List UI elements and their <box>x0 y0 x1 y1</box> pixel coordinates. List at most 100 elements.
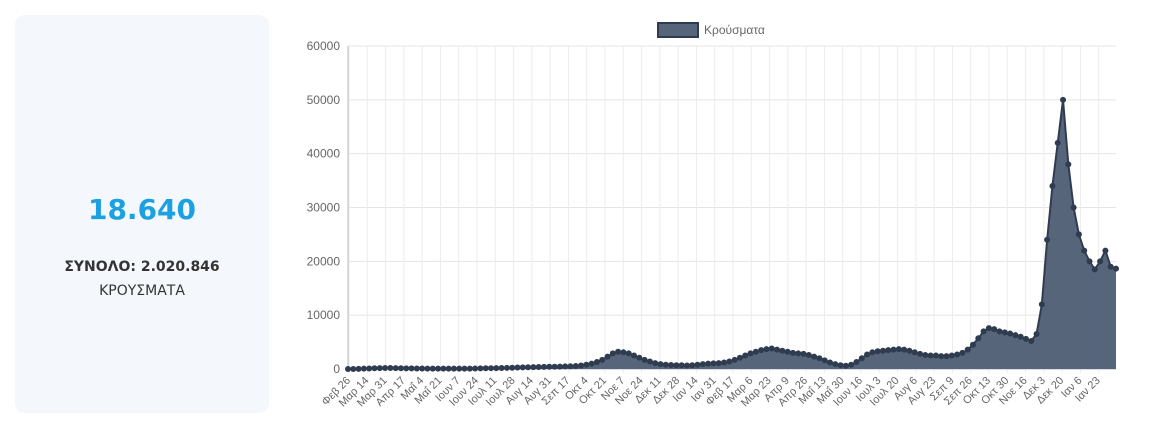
data-point[interactable] <box>975 335 982 342</box>
data-point[interactable] <box>540 363 547 370</box>
data-point[interactable] <box>917 350 924 357</box>
data-point[interactable] <box>689 362 696 369</box>
data-point[interactable] <box>1086 258 1093 265</box>
data-point[interactable] <box>985 325 992 332</box>
data-point[interactable] <box>721 359 728 366</box>
data-point[interactable] <box>991 326 998 333</box>
data-point[interactable] <box>493 365 500 372</box>
data-point[interactable] <box>556 363 563 370</box>
data-point[interactable] <box>646 358 653 365</box>
data-point[interactable] <box>429 365 436 372</box>
data-point[interactable] <box>1075 231 1082 238</box>
data-point[interactable] <box>546 363 553 370</box>
data-point[interactable] <box>498 364 505 371</box>
data-point[interactable] <box>450 365 457 372</box>
data-point[interactable] <box>583 361 590 368</box>
data-point[interactable] <box>779 347 786 354</box>
data-point[interactable] <box>848 361 855 368</box>
data-point[interactable] <box>911 349 918 356</box>
data-point[interactable] <box>403 365 410 372</box>
data-point[interactable] <box>593 359 600 365</box>
data-point[interactable] <box>943 353 950 360</box>
data-point[interactable] <box>588 360 595 367</box>
data-point[interactable] <box>1022 335 1029 342</box>
data-point[interactable] <box>1001 329 1008 336</box>
data-point[interactable] <box>482 365 489 372</box>
data-point[interactable] <box>742 352 749 359</box>
data-point[interactable] <box>371 365 378 372</box>
data-point[interactable] <box>964 346 971 353</box>
data-point[interactable] <box>641 356 648 363</box>
data-point[interactable] <box>408 365 415 372</box>
data-point[interactable] <box>890 346 897 353</box>
data-point[interactable] <box>694 361 701 368</box>
data-point[interactable] <box>435 365 442 372</box>
data-point[interactable] <box>842 362 849 369</box>
data-point[interactable] <box>382 365 389 372</box>
data-point[interactable] <box>657 361 664 368</box>
data-point[interactable] <box>392 365 399 372</box>
data-point[interactable] <box>683 362 690 369</box>
data-point[interactable] <box>509 364 516 371</box>
data-point[interactable] <box>932 352 939 359</box>
data-point[interactable] <box>599 356 606 363</box>
data-point[interactable] <box>445 365 452 372</box>
data-point[interactable] <box>885 347 892 354</box>
data-point[interactable] <box>625 350 632 357</box>
data-point[interactable] <box>620 349 627 356</box>
data-point[interactable] <box>752 348 759 355</box>
data-point[interactable] <box>800 350 807 357</box>
data-point[interactable] <box>1102 247 1109 254</box>
data-point[interactable] <box>1012 332 1019 339</box>
data-point[interactable] <box>366 365 373 372</box>
data-point[interactable] <box>350 365 357 372</box>
data-point[interactable] <box>360 365 367 372</box>
data-point[interactable] <box>774 346 781 353</box>
data-point[interactable] <box>901 346 908 353</box>
data-point[interactable] <box>837 362 844 369</box>
data-point[interactable] <box>715 360 722 367</box>
data-point[interactable] <box>519 364 526 371</box>
data-point[interactable] <box>980 328 987 335</box>
data-point[interactable] <box>710 360 717 367</box>
data-point[interactable] <box>816 355 823 362</box>
data-point[interactable] <box>1113 265 1119 272</box>
data-point[interactable] <box>821 357 828 364</box>
data-point[interactable] <box>922 352 929 358</box>
data-point[interactable] <box>514 364 521 371</box>
data-point[interactable] <box>996 328 1003 335</box>
data-point[interactable] <box>1091 266 1098 273</box>
data-point[interactable] <box>832 361 839 368</box>
data-point[interactable] <box>440 365 447 372</box>
data-point[interactable] <box>419 365 426 372</box>
data-point[interactable] <box>567 363 574 370</box>
data-point[interactable] <box>488 365 495 372</box>
data-point[interactable] <box>652 360 659 367</box>
data-point[interactable] <box>387 365 394 372</box>
data-point[interactable] <box>858 355 865 362</box>
data-point[interactable] <box>895 346 902 353</box>
data-point[interactable] <box>530 364 537 371</box>
data-point[interactable] <box>562 363 569 370</box>
data-point[interactable] <box>795 350 802 357</box>
data-point[interactable] <box>1060 96 1067 103</box>
chart-legend[interactable]: Κρούσματα <box>657 22 765 38</box>
data-point[interactable] <box>705 360 712 367</box>
data-point[interactable] <box>747 350 754 357</box>
data-point[interactable] <box>879 347 886 354</box>
data-point[interactable] <box>805 352 812 358</box>
data-point[interactable] <box>456 365 463 372</box>
data-point[interactable] <box>461 365 468 372</box>
data-point[interactable] <box>1097 258 1104 265</box>
data-point[interactable] <box>466 365 473 372</box>
data-point[interactable] <box>551 363 558 370</box>
data-point[interactable] <box>927 352 934 359</box>
data-point[interactable] <box>345 365 351 372</box>
data-point[interactable] <box>948 352 955 359</box>
data-point[interactable] <box>1049 182 1056 189</box>
data-point[interactable] <box>726 358 733 365</box>
data-point[interactable] <box>906 347 913 354</box>
data-point[interactable] <box>1038 301 1045 308</box>
data-point[interactable] <box>1007 330 1014 337</box>
data-point[interactable] <box>763 346 770 353</box>
